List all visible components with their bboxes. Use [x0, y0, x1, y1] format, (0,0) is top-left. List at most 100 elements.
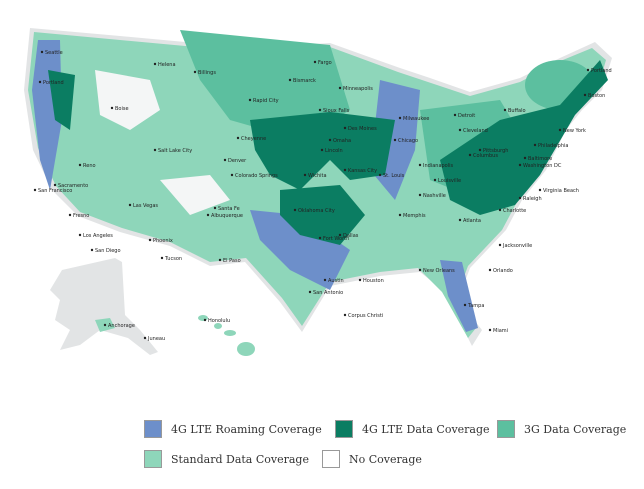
city-label: New York: [563, 128, 586, 134]
city-dot: [206, 213, 210, 217]
city-label: Des Moines: [348, 126, 377, 132]
city-dot: [583, 93, 587, 97]
city-dot: [33, 188, 37, 192]
legend-item: 3G Data Coverage: [497, 420, 626, 438]
city-dot: [418, 163, 422, 167]
city-label: Buffalo: [508, 108, 526, 114]
city-label: Charlotte: [503, 208, 526, 214]
city-dot: [318, 236, 322, 240]
city-label: Denver: [228, 158, 247, 164]
city-dot: [318, 108, 322, 112]
city-dot: [78, 163, 82, 167]
city-label: Cleveland: [463, 128, 488, 134]
city-dot: [418, 193, 422, 197]
city-label: Cheyenne: [241, 136, 266, 142]
city-label: Helena: [158, 62, 176, 68]
city-dot: [218, 258, 222, 262]
city-label: San Antonio: [313, 290, 343, 296]
city-dot: [203, 318, 207, 322]
city-label: Tucson: [164, 256, 182, 262]
city-dot: [78, 233, 82, 237]
city-label: Portland: [591, 68, 612, 74]
city-label: Memphis: [403, 213, 426, 219]
city-label: Kansas City: [348, 168, 377, 174]
city-label: Atlanta: [463, 218, 481, 224]
legend-swatch: [497, 420, 515, 438]
city-dot: [338, 86, 342, 90]
city-dot: [518, 163, 522, 167]
city-dot: [103, 323, 107, 327]
city-dot: [538, 188, 542, 192]
city-dot: [223, 158, 227, 162]
city-label: Detroit: [458, 113, 475, 119]
city-dot: [193, 70, 197, 74]
city-dot: [343, 126, 347, 130]
city-dot: [558, 128, 562, 132]
city-dot: [248, 98, 252, 102]
city-label: Los Angeles: [83, 233, 113, 239]
city-dot: [128, 203, 132, 207]
city-label: Portland: [43, 80, 64, 86]
city-dot: [343, 168, 347, 172]
city-label: Fort Worth: [323, 236, 349, 242]
city-dot: [378, 173, 382, 177]
city-label: Billings: [198, 70, 216, 76]
city-label: Baltimore: [528, 156, 552, 162]
city-label: Dallas: [343, 233, 359, 239]
coverage-map: Seattle Portland Boise Helena Billings Salt L…: [24, 28, 612, 356]
city-dot: [393, 138, 397, 142]
city-label: Chicago: [398, 138, 418, 144]
city-dot: [153, 148, 157, 152]
city-label: Juneau: [147, 336, 165, 342]
city-label: St. Louis: [383, 173, 405, 179]
city-dot: [230, 173, 234, 177]
city-label: Fresno: [73, 213, 89, 219]
alaska: [50, 258, 158, 355]
city-label: Fargo: [318, 60, 332, 66]
city-label: Washington DC: [523, 163, 562, 169]
legend-item: Standard Data Coverage: [144, 450, 309, 468]
legend-item: 4G LTE Data Coverage: [335, 420, 490, 438]
city-label: Pittsburgh: [483, 148, 508, 154]
city-label: Columbus: [473, 153, 498, 159]
city-dot: [358, 278, 362, 282]
city-label: Orlando: [493, 268, 513, 274]
city-label: Albuquerque: [211, 213, 243, 219]
city-label: Santa Fe: [218, 206, 240, 212]
city-label: Anchorage: [108, 323, 135, 329]
city-dot: [153, 62, 157, 66]
city-label: Honolulu: [208, 318, 230, 324]
city-dot: [288, 78, 292, 82]
city-dot: [338, 233, 342, 237]
city-dot: [458, 218, 462, 222]
city-label: Las Vegas: [133, 203, 158, 209]
legend-label: 4G LTE Data Coverage: [362, 422, 490, 436]
city-dot: [343, 313, 347, 317]
city-dot: [433, 178, 437, 182]
city-dot: [320, 148, 324, 152]
legend-label: Standard Data Coverage: [171, 452, 309, 466]
city-label: San Francisco: [38, 188, 72, 194]
city-dot: [463, 303, 467, 307]
city-label: Virginia Beach: [543, 188, 579, 194]
city-dot: [488, 268, 492, 272]
legend-item: 4G LTE Roaming Coverage: [144, 420, 322, 438]
city-dot: [236, 136, 240, 140]
city-dot: [533, 143, 537, 147]
city-dot: [328, 138, 332, 142]
legend-swatch: [322, 450, 340, 468]
city-label: Oklahoma City: [298, 208, 335, 214]
city-label: Tampa: [467, 303, 484, 309]
city-label: El Paso: [223, 258, 241, 264]
city-label: Colorado Springs: [235, 173, 278, 179]
city-label: San Diego: [95, 248, 121, 254]
city-dot: [398, 116, 402, 120]
city-dot: [586, 68, 590, 72]
legend-swatch: [144, 450, 162, 468]
city-dot: [478, 148, 482, 152]
city-dot: [323, 278, 327, 282]
city-dot: [488, 328, 492, 332]
city-dot: [418, 268, 422, 272]
legend-item: No Coverage: [322, 450, 422, 468]
